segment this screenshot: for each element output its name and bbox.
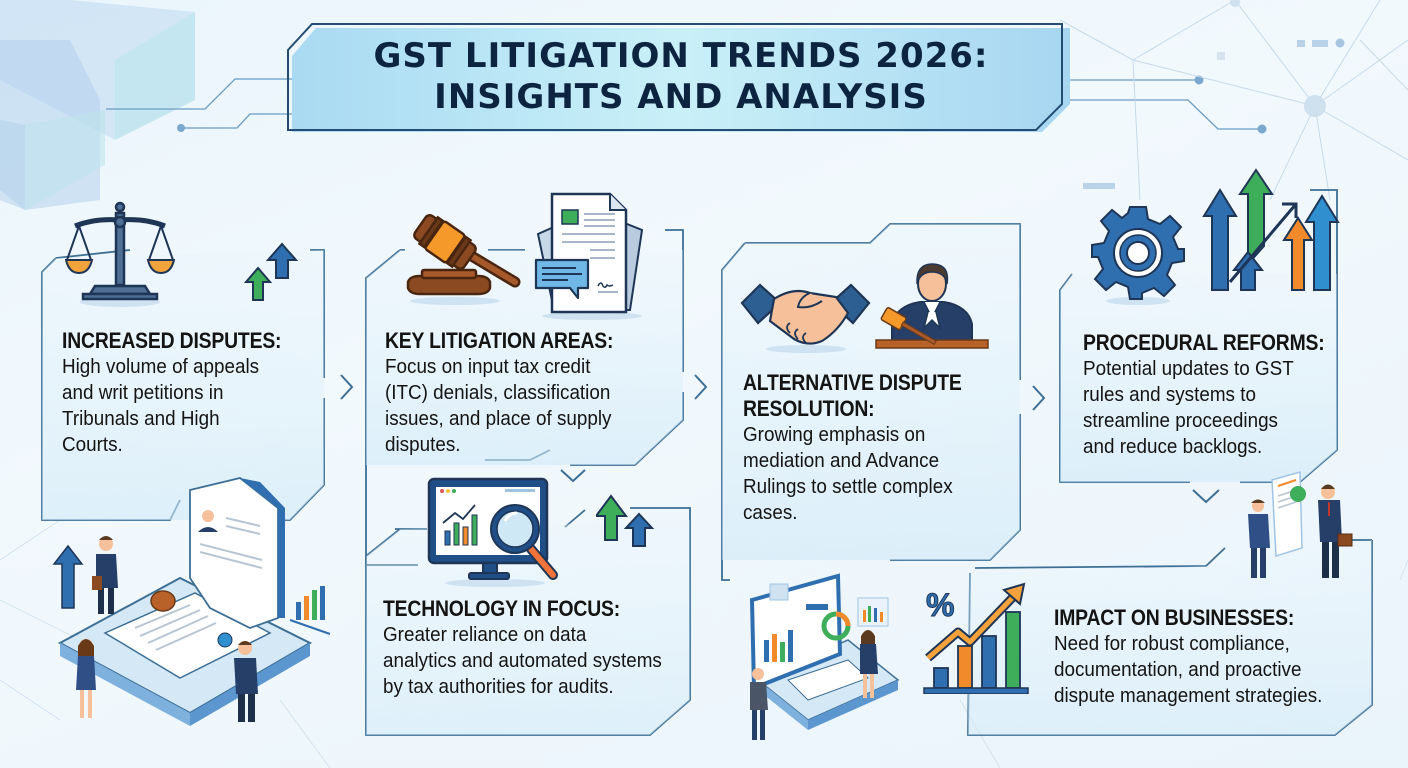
- gavel-icon: [406, 214, 521, 305]
- panel-impact-on-businesses: IMPACT ON BUSINESSES: Need for robust co…: [1054, 605, 1384, 709]
- bar-chart-growth-icon: %: [923, 582, 1029, 694]
- scales-of-justice-icon: [65, 201, 175, 307]
- panel-heading: KEY LITIGATION AREAS:: [385, 328, 614, 353]
- panel-increased-disputes: INCREASED DISPUTES: High volume of appea…: [62, 328, 392, 458]
- chevron-right-icon: [1032, 385, 1046, 411]
- panel-body: High volume of appeals and writ petition…: [62, 355, 260, 456]
- consultation-illustration: [1248, 471, 1353, 578]
- trend-up-arrows-icon: [596, 494, 655, 547]
- magnifier-icon: [490, 504, 558, 580]
- chevron-right-icon: [694, 374, 708, 400]
- judge-icon: [875, 263, 989, 349]
- person-figure: [750, 668, 768, 740]
- person-figure: [860, 630, 878, 698]
- person-figure: [234, 641, 258, 722]
- panel-procedural-reforms: PROCEDURAL REFORMS: Potential updates to…: [1083, 330, 1408, 460]
- panel-heading: PROCEDURAL REFORMS:: [1083, 330, 1325, 355]
- panel-heading-line-1: ALTERNATIVE DISPUTE: [743, 370, 962, 395]
- page-title: GST Litigation Trends 2026: Insights and…: [292, 28, 1070, 126]
- chevron-down-icon: [1192, 489, 1220, 504]
- panel-heading: IMPACT ON BUSINESSES:: [1054, 605, 1295, 630]
- panel-body: Growing emphasis on mediation and Advanc…: [743, 423, 953, 524]
- panel-heading-line-2: RESOLUTION:: [743, 396, 875, 421]
- chevron-right-icon: [340, 374, 354, 400]
- panel-body: Focus on input tax credit (ITC) denials,…: [385, 355, 612, 456]
- panel-technology-in-focus: TECHNOLOGY IN FOCUS: Greater reliance on…: [383, 596, 713, 700]
- panel-alternative-dispute-resolution: ALTERNATIVE DISPUTE RESOLUTION: Growing …: [743, 370, 1073, 526]
- handshake-icon: [740, 283, 871, 353]
- growth-arrows-icon: [1202, 168, 1340, 291]
- gear-icon: [1091, 206, 1185, 305]
- panel-body: Greater reliance on data analytics and a…: [383, 623, 662, 698]
- chevron-down-icon: [560, 469, 586, 483]
- panel-key-litigation-areas: KEY LITIGATION AREAS: Focus on input tax…: [385, 328, 715, 458]
- title-banner: GST Litigation Trends 2026: Insights and…: [287, 23, 1070, 132]
- panel-body: Potential updates to GST rules and syste…: [1083, 357, 1294, 458]
- glass-cubes-decoration: [0, 0, 195, 210]
- person-figure: [1248, 499, 1270, 578]
- person-figure: [1318, 484, 1353, 578]
- title-frame: [287, 23, 1070, 132]
- title-line-2: Insights and Analysis: [434, 77, 928, 117]
- panel-heading: TECHNOLOGY IN FOCUS:: [383, 596, 621, 621]
- business-meeting-illustration: [52, 477, 331, 726]
- percent-icon: %: [926, 587, 954, 623]
- analytics-dashboard-illustration: [749, 573, 900, 740]
- chat-bubble-icon: [534, 258, 590, 300]
- monitor-analytics-icon: [427, 477, 558, 587]
- person-figure: [76, 639, 96, 718]
- title-line-1: GST Litigation Trends 2026:: [373, 36, 989, 76]
- person-figure: [92, 536, 118, 614]
- panel-heading: INCREASED DISPUTES:: [62, 328, 282, 353]
- trend-up-arrows-icon: [243, 242, 298, 301]
- panel-body: Need for robust compliance, documentatio…: [1054, 632, 1323, 707]
